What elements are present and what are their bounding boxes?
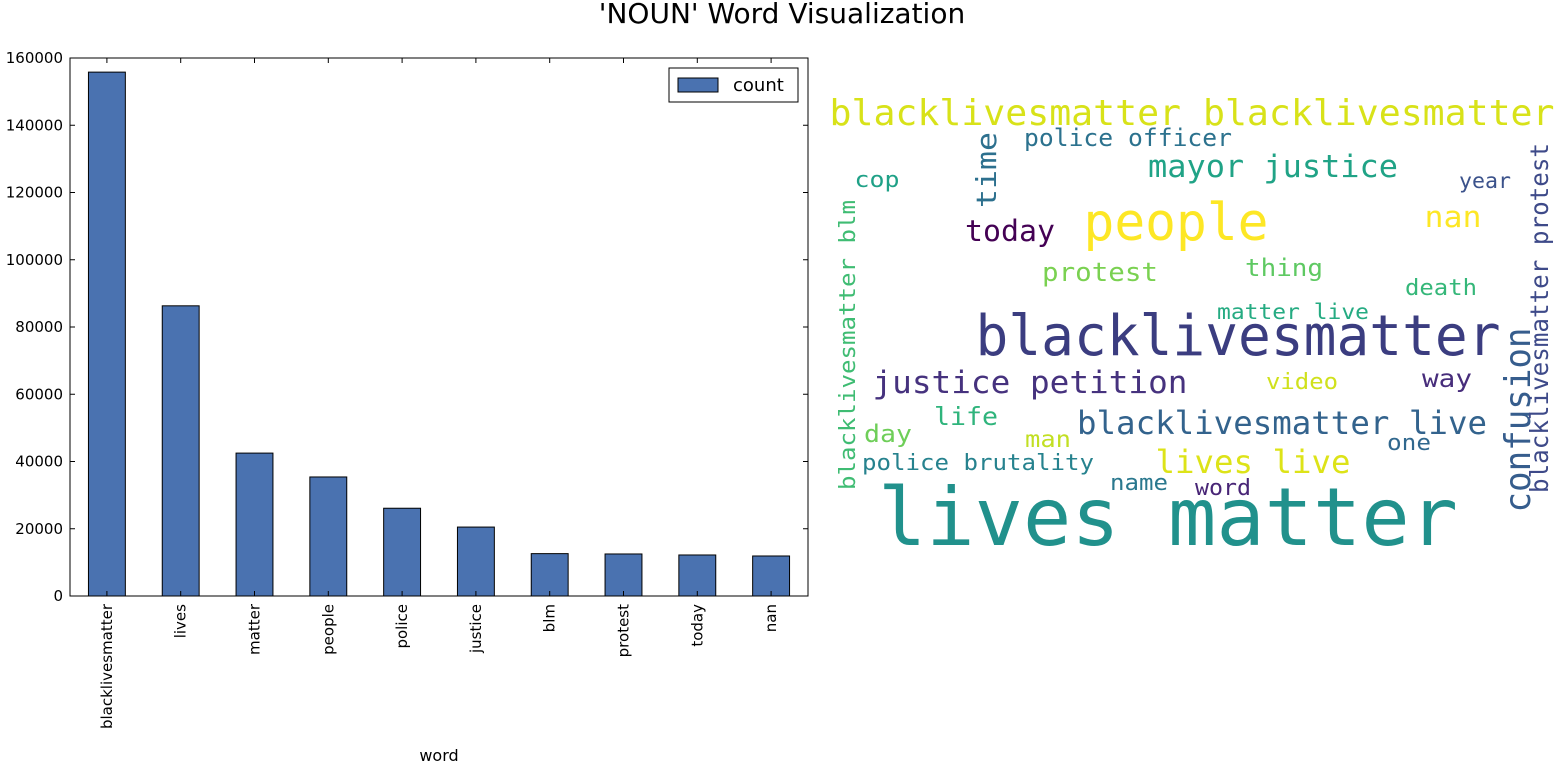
cloud-word-lives-live: lives live bbox=[1156, 443, 1351, 481]
cloud-word-death: death bbox=[1405, 276, 1477, 301]
bar-lives bbox=[161, 305, 200, 597]
bar-protest bbox=[604, 553, 643, 597]
cloud-word-time: time bbox=[970, 132, 1003, 208]
x-axis-label: word bbox=[419, 746, 458, 763]
cloud-word-man: man bbox=[1025, 427, 1071, 453]
cloud-word-life: life bbox=[934, 402, 998, 431]
y-tick-label: 100000 bbox=[6, 251, 63, 269]
cloud-word-blacklivesmatter-live: blacklivesmatter live bbox=[1077, 404, 1487, 442]
cloud-word-name: name bbox=[1110, 471, 1168, 496]
x-tick-label-blacklivesmatter: blacklivesmatter bbox=[98, 603, 116, 729]
cloud-word-today: today bbox=[965, 214, 1055, 248]
cloud-word-police-officer: police officer bbox=[1024, 124, 1232, 152]
y-tick-label: 0 bbox=[53, 587, 63, 605]
x-tick-label-protest: protest bbox=[615, 604, 633, 657]
figure-title: 'NOUN' Word Visualization bbox=[598, 0, 966, 30]
cloud-word-one: one bbox=[1387, 431, 1431, 456]
bar-blm bbox=[530, 553, 569, 597]
y-tick-label: 160000 bbox=[6, 49, 63, 67]
bar-blacklivesmatter bbox=[87, 71, 126, 597]
cloud-word-people: people bbox=[1084, 193, 1269, 253]
cloud-word-mayor-justice: mayor justice bbox=[1148, 149, 1398, 185]
x-tick-label-justice: justice bbox=[467, 604, 485, 654]
x-tick-label-nan: nan bbox=[762, 604, 780, 632]
x-tick-label-lives: lives bbox=[172, 604, 190, 638]
bar-matter bbox=[235, 452, 274, 597]
cloud-word-protest: protest bbox=[1042, 258, 1158, 288]
y-tick-label: 80000 bbox=[15, 318, 63, 336]
cloud-word-justice-petition: justice petition bbox=[873, 365, 1188, 401]
legend-label-count: count bbox=[733, 75, 784, 96]
bar-justice bbox=[456, 526, 495, 597]
x-tick-label-blm: blm bbox=[541, 604, 559, 632]
cloud-word-thing: thing bbox=[1245, 254, 1323, 282]
cloud-word-year: year bbox=[1459, 169, 1511, 193]
bar-police bbox=[383, 507, 422, 597]
cloud-word-word: word bbox=[1195, 476, 1251, 501]
legend-swatch bbox=[677, 77, 719, 93]
cloud-word-matter-live: matter live bbox=[1217, 300, 1369, 324]
x-tick-label-matter: matter bbox=[246, 603, 264, 655]
y-tick-label: 40000 bbox=[15, 453, 63, 471]
cloud-word-blacklivesmatter-blm: blacklivesmatter blm bbox=[836, 200, 861, 490]
cloud-word-confusion: confusion bbox=[1498, 328, 1539, 513]
cloud-word-blacklivesmatter-protest: blacklivesmatter protest bbox=[1525, 143, 1554, 493]
bar-chart: blacklivesmatter lives matter people police j… bbox=[6, 49, 809, 763]
y-tick-label: 120000 bbox=[6, 184, 63, 202]
cloud-word-blacklivesmatter-blacklivesmatter: blacklivesmatter blacklivesmatter bbox=[830, 93, 1555, 134]
cloud-word-way: way bbox=[1422, 364, 1472, 393]
cloud-word-cop: cop bbox=[855, 168, 900, 193]
cloud-word-day: day bbox=[864, 420, 912, 448]
cloud-word-blacklivesmatter: blacklivesmatter bbox=[976, 304, 1501, 369]
bar-people bbox=[309, 476, 348, 597]
y-tick-label: 140000 bbox=[6, 116, 63, 134]
x-tick-label-police: police bbox=[393, 604, 411, 649]
x-tick-label-today: today bbox=[688, 604, 706, 647]
y-tick-label: 20000 bbox=[15, 520, 63, 538]
cloud-word-nan: nan bbox=[1425, 200, 1482, 234]
cloud-word-police-brutality: police brutality bbox=[862, 451, 1094, 476]
x-tick-label-people: people bbox=[319, 604, 337, 655]
cloud-word-video: video bbox=[1266, 370, 1338, 395]
cloud-word-lives-matter: lives matter bbox=[878, 471, 1458, 564]
legend: count bbox=[668, 67, 799, 103]
y-tick-label: 60000 bbox=[15, 385, 63, 403]
